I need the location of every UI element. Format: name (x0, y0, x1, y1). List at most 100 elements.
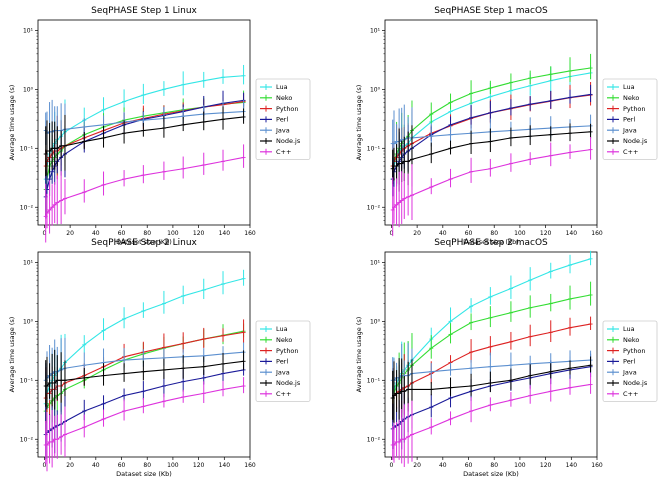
x-tick-label: 160 (591, 462, 603, 469)
x-tick-label: 80 (490, 230, 498, 237)
x-tick-label: 100 (514, 462, 526, 469)
y-axis-label: Average time usage (s) (355, 317, 363, 393)
y-axis-label: Average time usage (s) (8, 317, 16, 393)
x-tick-label: 60 (465, 230, 473, 237)
x-tick-label: 160 (244, 230, 256, 237)
y-tick-label: 10⁻² (367, 204, 381, 211)
series-lua (390, 62, 593, 197)
y-tick-label: 10⁻¹ (20, 377, 34, 384)
legend: Lua Neko Python Perl Java Node.js C++ (602, 320, 658, 402)
series-node-js (390, 356, 593, 423)
legend-entry: Lua (623, 83, 635, 91)
y-tick-label: 10⁰ (23, 86, 34, 93)
series-java (390, 343, 593, 402)
x-axis-label: Dataset size (Kb) (116, 470, 172, 478)
chart-title: SeqPHASE Step 2 Linux (91, 238, 197, 248)
x-axis-label: Dataset size (Kb) (463, 470, 519, 478)
y-tick-label: 10⁰ (23, 318, 34, 325)
plot-frame (37, 251, 251, 458)
series-line (45, 156, 244, 217)
series-line (392, 94, 591, 167)
y-tick-label: 10⁰ (370, 86, 381, 93)
chart-panel-2: SeqPHASE Step 1 macOS 0 20 40 60 80 100 120 140 1… (355, 6, 658, 246)
x-tick-label: 120 (540, 462, 552, 469)
x-tick-label: 60 (465, 462, 473, 469)
series-line (45, 369, 244, 435)
legend-entry: C++ (623, 390, 638, 398)
legend: Lua Neko Python Perl Java Node.js C++ (602, 78, 658, 160)
chart-panel-1: SeqPHASE Step 1 Linux 0 20 40 60 80 100 120 140 1… (8, 6, 311, 246)
series-lua (43, 269, 246, 429)
legend-entry: C++ (623, 148, 638, 156)
series-perl (43, 362, 246, 459)
legend-entry: Neko (623, 94, 639, 102)
legend-entry: Java (622, 126, 637, 134)
x-tick-label: 0 (43, 230, 47, 237)
x-tick-label: 100 (167, 462, 179, 469)
y-tick-label: 10⁻¹ (367, 145, 381, 152)
x-tick-label: 60 (118, 462, 126, 469)
series-node-js (43, 349, 246, 410)
chart-title: SeqPHASE Step 2 macOS (434, 238, 548, 248)
legend-entry: Python (276, 105, 299, 113)
series-line (392, 72, 591, 180)
series-c- (43, 144, 246, 243)
legend-entry: Python (623, 347, 646, 355)
y-tick-label: 10¹ (23, 27, 34, 34)
x-tick-label: 0 (390, 462, 394, 469)
x-tick-label: 140 (566, 462, 578, 469)
y-tick-label: 10¹ (23, 259, 34, 266)
series-perl (390, 353, 593, 450)
x-tick-label: 160 (244, 462, 256, 469)
y-tick-label: 10¹ (370, 259, 381, 266)
chart-panel-3: SeqPHASE Step 2 Linux 0 20 40 60 80 100 120 140 1… (8, 238, 311, 478)
series-c- (43, 377, 246, 472)
series-java (390, 104, 593, 171)
legend-entry: Lua (623, 325, 635, 333)
legend-entry: Neko (276, 336, 292, 344)
series-line (45, 360, 244, 387)
series-line (392, 366, 591, 430)
series-perl (43, 90, 246, 219)
y-tick-label: 10⁻¹ (367, 377, 381, 384)
legend-entry: Python (276, 347, 299, 355)
x-tick-label: 160 (591, 230, 603, 237)
x-tick-label: 120 (193, 230, 205, 237)
legend: Lua Neko Python Perl Java Node.js C++ (255, 78, 311, 160)
x-tick-label: 40 (439, 230, 447, 237)
x-tick-label: 100 (514, 230, 526, 237)
legend-box (602, 320, 658, 402)
legend-entry: Node.js (623, 379, 648, 387)
series-perl (390, 84, 593, 197)
legend-box (255, 320, 311, 402)
plot-frame (384, 251, 598, 458)
x-tick-label: 80 (143, 230, 151, 237)
plot-frame (384, 19, 598, 226)
x-axis-label: Dataset size (Kb) (116, 238, 172, 246)
legend-box (602, 78, 658, 160)
series-line (392, 383, 591, 446)
legend-entry: Java (275, 368, 290, 376)
legend-entry: Node.js (276, 137, 301, 145)
series-line (392, 149, 591, 211)
x-tick-label: 0 (43, 462, 47, 469)
x-tick-label: 140 (566, 230, 578, 237)
y-axis-label: Average time usage (s) (355, 85, 363, 161)
y-axis-label: Average time usage (s) (8, 85, 16, 161)
chart-title: SeqPHASE Step 1 macOS (434, 6, 548, 16)
legend-entry: Node.js (276, 379, 301, 387)
legend-entry: Lua (276, 83, 288, 91)
x-tick-label: 80 (143, 462, 151, 469)
x-tick-label: 120 (540, 230, 552, 237)
legend-entry: Perl (623, 358, 635, 366)
x-axis-label: Dataset size (Kb) (463, 238, 519, 246)
x-tick-label: 40 (92, 230, 100, 237)
x-tick-label: 60 (118, 230, 126, 237)
y-tick-label: 10⁻¹ (20, 145, 34, 152)
x-tick-label: 20 (413, 230, 421, 237)
legend-entry: Perl (276, 116, 288, 124)
legend-entry: Java (275, 126, 290, 134)
legend-entry: Java (622, 368, 637, 376)
legend-entry: Neko (276, 94, 292, 102)
x-tick-label: 0 (390, 230, 394, 237)
